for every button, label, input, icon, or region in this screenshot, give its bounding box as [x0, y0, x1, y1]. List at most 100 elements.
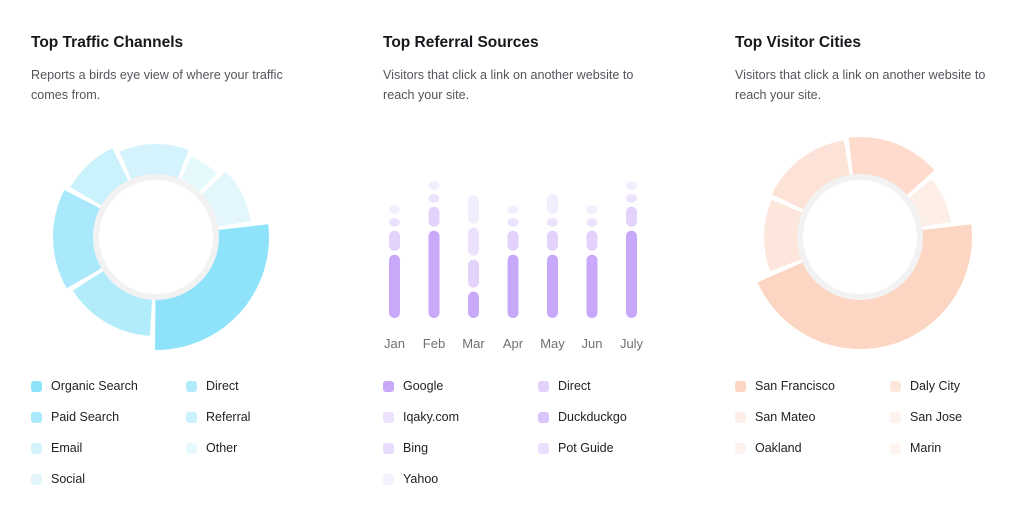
donut-slice-san-mateo	[771, 140, 851, 211]
legend-item-bing: Bing	[383, 440, 428, 456]
legend-label: Marin	[910, 441, 942, 455]
legend-label: Yahoo	[403, 472, 439, 486]
bar-segment-jan	[389, 205, 400, 214]
legend-swatch	[735, 380, 746, 392]
legend-swatch	[383, 473, 394, 485]
legend-label: Other	[206, 441, 238, 455]
bar-segment-may	[547, 254, 558, 318]
legend-label: Referral	[206, 410, 251, 424]
donut-slice-daly-city	[764, 199, 805, 272]
legend-item-other: Other	[186, 440, 237, 456]
legend-label: Duckduckgo	[558, 410, 627, 424]
legend-item-san-francisco: San Francisco	[735, 378, 835, 394]
legend-label: Bing	[403, 441, 429, 455]
legend-item-pot-guide: Pot Guide	[538, 440, 614, 456]
legend-label: Pot Guide	[558, 441, 614, 455]
bar-segment-jan	[389, 230, 400, 251]
legend-swatch	[538, 380, 549, 392]
bar-segment-may	[547, 230, 558, 251]
bar-segment-apr	[507, 230, 519, 251]
x-tick-label: Mar	[462, 336, 485, 351]
x-tick-label: Jan	[384, 336, 405, 351]
panel-description: Visitors that click a link on another we…	[735, 68, 986, 102]
legend-swatch	[186, 380, 197, 392]
legend-item-email: Email	[31, 440, 82, 456]
traffic-channels-donut-chart	[53, 144, 269, 350]
legend-swatch	[31, 473, 42, 485]
legend-label: Iqaky.com	[403, 410, 460, 424]
bar-segment-jun	[586, 254, 598, 318]
x-tick-label: May	[540, 336, 565, 351]
bar-segment-may	[547, 218, 558, 227]
panel-title: Top Traffic Channels	[31, 34, 184, 51]
bar-segment-july	[626, 181, 637, 190]
legend-item-san-mateo: San Mateo	[735, 409, 815, 425]
legend-item-daly-city: Daly City	[890, 378, 960, 394]
x-tick-label: Jun	[582, 336, 603, 351]
x-tick-label: July	[620, 336, 644, 351]
legend-item-social: Social	[31, 471, 85, 487]
donut-slice-organic-search	[155, 224, 269, 350]
bar-segment-july	[626, 230, 637, 318]
bar-segment-apr	[507, 218, 519, 227]
donut-slice-paid-search	[53, 189, 104, 289]
legend-item-san-jose: San Jose	[890, 409, 962, 425]
legend-swatch	[538, 442, 549, 454]
bar-segment-feb	[428, 194, 440, 203]
legend-item-paid-search: Paid Search	[31, 409, 119, 425]
x-tick-label: Feb	[423, 336, 445, 351]
legend-swatch	[383, 411, 394, 423]
panel-description: Reports a birds eye view of where your t…	[31, 68, 283, 102]
legend-item-direct: Direct	[186, 378, 239, 394]
legend-swatch	[538, 411, 549, 423]
bar-segment-jun	[586, 205, 598, 214]
legend-item-marin: Marin	[890, 440, 941, 456]
legend-swatch	[31, 442, 42, 454]
legend-swatch	[383, 380, 394, 392]
legend-swatch	[890, 411, 901, 423]
legend-label: San Mateo	[755, 410, 816, 424]
legend-item-duckduckgo: Duckduckgo	[538, 409, 627, 425]
bar-segment-jan	[389, 218, 400, 227]
legend-item-google: Google	[383, 378, 443, 394]
donut-hole	[797, 174, 923, 300]
visitor-cities-panel: Top Visitor Cities Visitors that click a…	[735, 0, 1024, 518]
donut-slice-email	[119, 144, 189, 182]
bar-segment-apr	[507, 205, 519, 214]
legend-label: Daly City	[910, 379, 961, 393]
legend-swatch	[735, 411, 746, 423]
donut-slice-san-jose	[848, 137, 935, 197]
legend-label: Organic Search	[51, 379, 138, 393]
legend-item-iqaky-com: Iqaky.com	[383, 409, 459, 425]
legend-label: San Jose	[910, 410, 963, 424]
panel-title: Top Referral Sources	[383, 34, 539, 51]
legend-swatch	[890, 442, 901, 454]
legend-label: Google	[403, 379, 444, 393]
legend-label: Email	[51, 441, 83, 455]
x-tick-label: Apr	[503, 336, 524, 351]
legend-label: Paid Search	[51, 410, 120, 424]
bar-segment-mar	[468, 195, 479, 224]
legend-swatch	[31, 380, 42, 392]
bar-segment-july	[626, 206, 637, 227]
legend-item-organic-search: Organic Search	[31, 378, 138, 394]
legend-swatch	[186, 411, 197, 423]
bar-segment-feb	[428, 206, 440, 227]
donut-hole	[93, 174, 219, 300]
legend-label: Direct	[206, 379, 239, 393]
panel-title: Top Visitor Cities	[735, 34, 862, 51]
referral-sources-bar-chart: Jan Feb Mar Apr May Jun July	[384, 181, 644, 351]
legend-label: San Francisco	[755, 379, 835, 393]
bar-segment-jun	[586, 218, 598, 227]
legend-label: Oakland	[755, 441, 802, 455]
referral-sources-panel: Top Referral Sources Visitors that click…	[383, 0, 683, 518]
panel-description: Visitors that click a link on another we…	[383, 68, 634, 102]
traffic-channels-panel: Top Traffic Channels Reports a birds eye…	[31, 0, 331, 518]
legend-label: Direct	[558, 379, 591, 393]
legend-swatch	[383, 442, 394, 454]
donut-slice-direct	[72, 269, 153, 336]
legend-swatch	[31, 411, 42, 423]
legend-item-direct: Direct	[538, 378, 591, 394]
legend-item-referral: Referral	[186, 409, 250, 425]
legend-item-yahoo: Yahoo	[383, 471, 438, 487]
